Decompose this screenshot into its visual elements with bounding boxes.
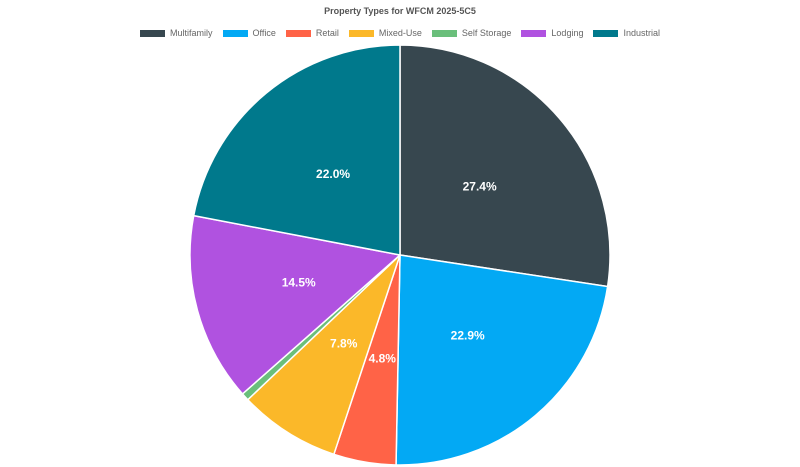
pie-slice-mixed-use[interactable] — [246, 254, 401, 456]
legend-item[interactable]: Lodging — [521, 28, 583, 38]
slice-data-label: 22.9% — [451, 328, 485, 342]
pie-slice-lodging[interactable] — [189, 214, 402, 395]
pie-slice-multifamily[interactable] — [399, 44, 611, 288]
legend-swatch — [222, 29, 248, 37]
legend-item[interactable]: Mixed-Use — [348, 28, 422, 38]
legend-item[interactable]: Industrial — [593, 28, 660, 38]
legend-label: Industrial — [623, 28, 660, 38]
legend-swatch — [348, 29, 374, 37]
legend-swatch — [140, 29, 165, 37]
legend-label: Multifamily — [170, 28, 213, 38]
legend-swatch — [285, 29, 311, 37]
slice-data-label: 22.0% — [316, 167, 350, 181]
legend-label: Self Storage — [461, 28, 512, 38]
legend-swatch — [431, 29, 457, 37]
slice-data-label: 4.8% — [369, 351, 397, 365]
legend-label: Retail — [315, 28, 339, 38]
legend-item[interactable]: Self Storage — [431, 28, 512, 38]
legend-item[interactable]: Office — [222, 28, 276, 38]
slice-data-label: 7.8% — [330, 337, 358, 351]
legend-label: Lodging — [551, 28, 584, 38]
legend-item[interactable]: Multifamily — [140, 28, 213, 38]
slice-data-label: 14.5% — [282, 276, 316, 290]
legend-swatch — [521, 29, 547, 37]
legend-item[interactable]: Retail — [285, 28, 339, 38]
slice-data-label: 27.4% — [463, 180, 497, 194]
pie-slice-industrial[interactable] — [192, 44, 401, 256]
legend-label: Mixed-Use — [378, 28, 422, 38]
legend-label: Office — [252, 28, 276, 38]
legend: Multifamily Office Retail Mixed-Use Self Sto… — [0, 28, 800, 38]
legend-swatch — [593, 29, 619, 37]
pie-slice-office[interactable] — [395, 254, 609, 466]
chart-title: Property Types for WFCM 2025-5C5 — [324, 6, 476, 16]
